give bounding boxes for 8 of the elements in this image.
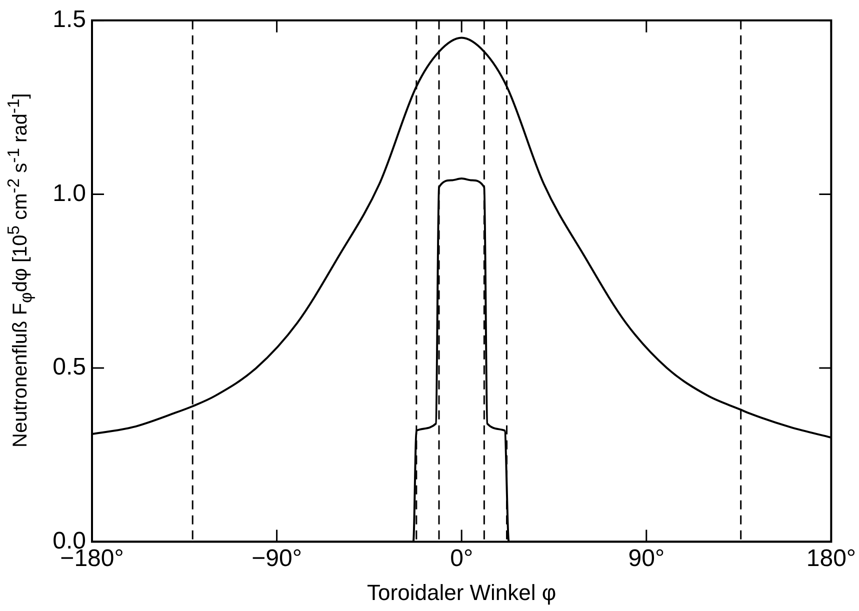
- y-tick-label: 1.0: [52, 180, 86, 207]
- x-tick-label: 90°: [628, 544, 665, 572]
- x-tick-label: 180°: [806, 544, 856, 572]
- y-tick-label: 1.5: [52, 6, 86, 34]
- x-axis-title: Toroidaler Winkel φ: [367, 580, 556, 605]
- x-tick-label: −90°: [252, 544, 302, 572]
- y-tick-label: 0.5: [52, 354, 86, 381]
- x-tick-label: 0°: [450, 544, 474, 572]
